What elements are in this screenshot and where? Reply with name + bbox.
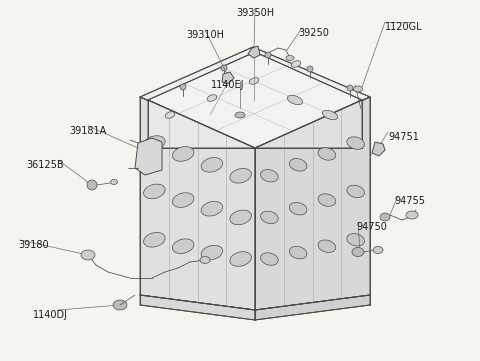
Ellipse shape [230,169,252,183]
Polygon shape [248,46,260,58]
Ellipse shape [235,112,245,118]
Ellipse shape [318,194,336,206]
Text: 39310H: 39310H [186,30,224,40]
Text: 36125B: 36125B [26,160,64,170]
Text: 39250: 39250 [298,28,329,38]
Ellipse shape [207,95,217,101]
Text: 39181A: 39181A [70,126,107,136]
Polygon shape [140,47,370,148]
Ellipse shape [353,86,362,92]
Ellipse shape [144,184,165,199]
Ellipse shape [172,147,194,161]
Polygon shape [255,295,370,320]
Ellipse shape [261,211,278,223]
Polygon shape [148,52,362,148]
Polygon shape [372,142,385,156]
Text: 1140DJ: 1140DJ [33,310,68,320]
Ellipse shape [201,201,223,216]
Ellipse shape [261,253,278,265]
Ellipse shape [249,78,259,84]
Ellipse shape [230,252,252,266]
Ellipse shape [289,203,307,215]
Ellipse shape [347,234,364,246]
Ellipse shape [318,148,336,160]
Polygon shape [135,138,162,175]
Circle shape [265,52,271,58]
Ellipse shape [323,110,337,119]
Ellipse shape [373,247,383,253]
Text: 1140EJ: 1140EJ [211,80,245,90]
Ellipse shape [200,257,210,264]
Ellipse shape [110,179,118,184]
Ellipse shape [172,193,194,208]
Ellipse shape [291,61,301,67]
Ellipse shape [144,136,165,151]
Ellipse shape [172,239,194,253]
Circle shape [307,66,313,72]
Circle shape [87,180,97,190]
Circle shape [180,84,186,90]
Polygon shape [148,100,255,148]
Ellipse shape [201,157,223,172]
Ellipse shape [352,248,364,257]
Ellipse shape [286,56,294,61]
Ellipse shape [201,245,223,260]
Ellipse shape [144,232,165,247]
Circle shape [347,85,353,91]
Text: 94751: 94751 [388,132,419,142]
Ellipse shape [347,137,364,149]
Polygon shape [140,97,255,310]
Text: 94750: 94750 [356,222,387,232]
Polygon shape [140,295,255,320]
Ellipse shape [289,246,307,259]
Ellipse shape [288,95,303,105]
Ellipse shape [261,170,278,182]
Ellipse shape [318,240,336,252]
Ellipse shape [230,210,252,225]
Ellipse shape [289,158,307,171]
Ellipse shape [406,211,418,219]
Polygon shape [255,97,370,310]
Ellipse shape [165,112,175,118]
Text: 1120GL: 1120GL [385,22,422,32]
Ellipse shape [347,185,364,198]
Text: 39180: 39180 [18,240,48,250]
Ellipse shape [81,250,95,260]
Circle shape [221,65,227,71]
Text: 94755: 94755 [394,196,425,206]
Polygon shape [222,72,234,84]
Polygon shape [255,100,362,148]
Ellipse shape [113,300,127,310]
Text: 39350H: 39350H [236,8,274,18]
Ellipse shape [380,213,390,221]
